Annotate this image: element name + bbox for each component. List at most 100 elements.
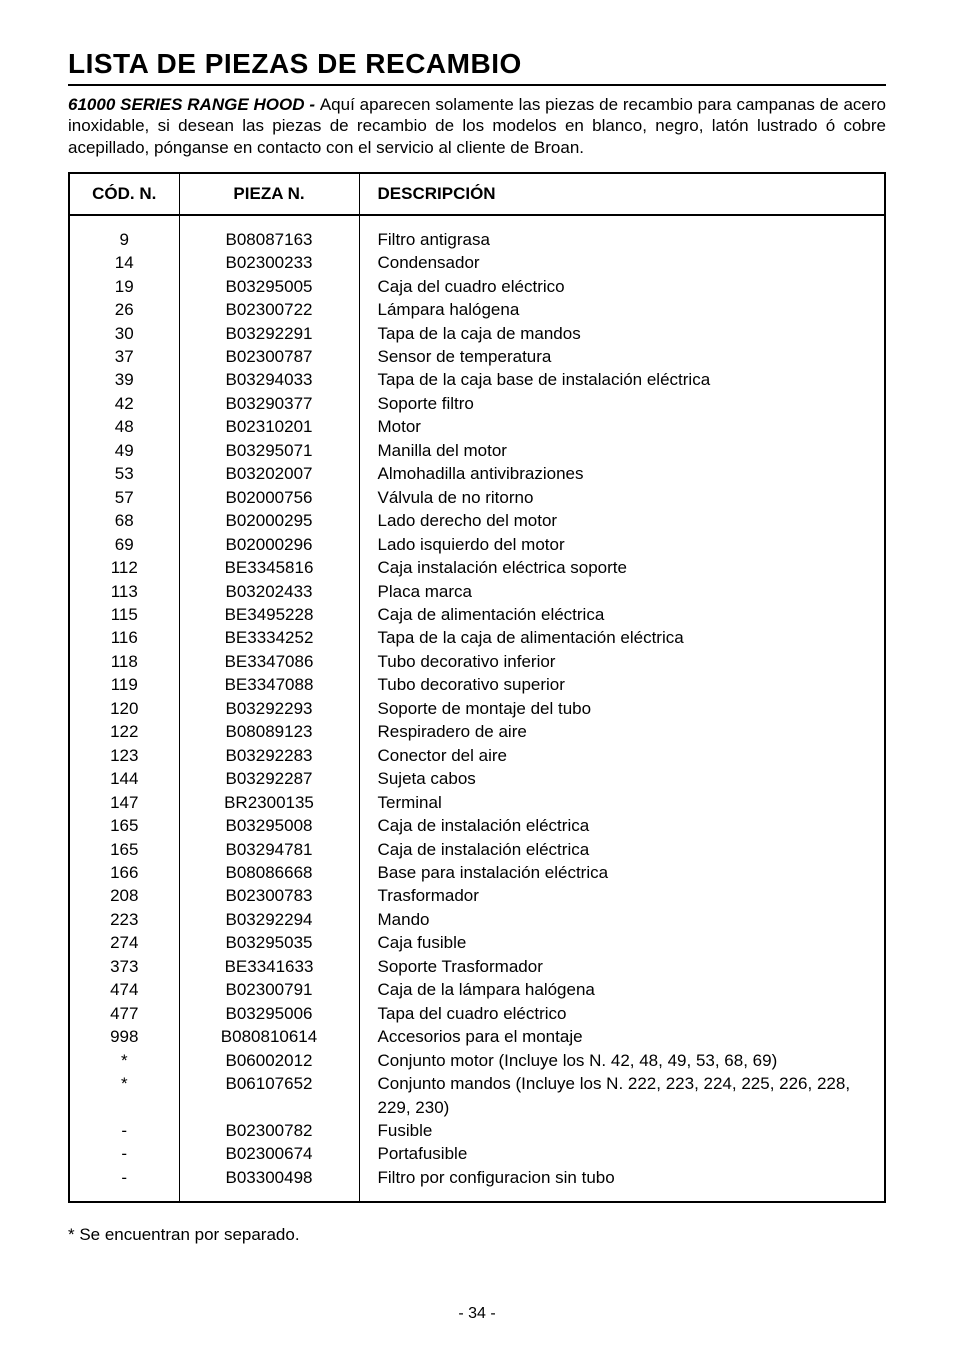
cell-pieza: B03290377 <box>179 392 359 415</box>
table-row: *B06107652Conjunto mandos (Incluye los N… <box>69 1072 885 1119</box>
cell-pieza: B03292293 <box>179 697 359 720</box>
cell-pieza: B02000295 <box>179 509 359 532</box>
cell-cod: 122 <box>69 720 179 743</box>
cell-desc: Caja instalación eléctrica soporte <box>359 556 885 579</box>
cell-desc: Condensador <box>359 251 885 274</box>
cell-pieza: B02300791 <box>179 978 359 1001</box>
cell-pieza: B03292287 <box>179 767 359 790</box>
cell-pieza: B08089123 <box>179 720 359 743</box>
table-row: 42B03290377Soporte filtro <box>69 392 885 415</box>
cell-desc: Tapa de la caja de mandos <box>359 322 885 345</box>
cell-cod: 14 <box>69 251 179 274</box>
cell-pieza: BE3495228 <box>179 603 359 626</box>
page-title: LISTA DE PIEZAS DE RECAMBIO <box>68 48 886 80</box>
table-row: 118BE3347086Tubo decorativo inferior <box>69 650 885 673</box>
cell-pieza: B03295008 <box>179 814 359 837</box>
table-row: 69B02000296Lado isquierdo del motor <box>69 533 885 556</box>
cell-pieza: BE3347088 <box>179 673 359 696</box>
cell-cod: 147 <box>69 791 179 814</box>
cell-cod: 208 <box>69 884 179 907</box>
cell-desc: Caja fusible <box>359 931 885 954</box>
cell-cod: 119 <box>69 673 179 696</box>
table-row: *B06002012Conjunto motor (Incluye los N.… <box>69 1049 885 1072</box>
cell-cod: 116 <box>69 626 179 649</box>
table-row: 37B02300787Sensor de temperatura <box>69 345 885 368</box>
cell-pieza: B06002012 <box>179 1049 359 1072</box>
cell-pieza: B02300674 <box>179 1142 359 1165</box>
table-row: 123B03292283Conector del aire <box>69 744 885 767</box>
cell-cod: - <box>69 1166 179 1202</box>
cell-pieza: B03202007 <box>179 462 359 485</box>
table-row: 144B03292287Sujeta cabos <box>69 767 885 790</box>
cell-desc: Tapa de la caja base de instalación eléc… <box>359 368 885 391</box>
header-pieza: PIEZA N. <box>179 173 359 215</box>
page-number: - 34 - <box>68 1305 886 1323</box>
cell-pieza: B02310201 <box>179 415 359 438</box>
table-row: 19B03295005Caja del cuadro eléctrico <box>69 275 885 298</box>
table-row: 208B02300783Trasformador <box>69 884 885 907</box>
cell-pieza: B03294781 <box>179 838 359 861</box>
cell-desc: Placa marca <box>359 580 885 603</box>
cell-cod: * <box>69 1072 179 1119</box>
cell-cod: 223 <box>69 908 179 931</box>
cell-pieza: BE3345816 <box>179 556 359 579</box>
table-row: 165B03294781Caja de instalación eléctric… <box>69 838 885 861</box>
cell-desc: Soporte Trasformador <box>359 955 885 978</box>
cell-cod: - <box>69 1119 179 1142</box>
cell-desc: Respiradero de aire <box>359 720 885 743</box>
cell-desc: Tubo decorativo inferior <box>359 650 885 673</box>
cell-desc: Filtro por configuracion sin tubo <box>359 1166 885 1202</box>
cell-cod: 477 <box>69 1002 179 1025</box>
cell-pieza: B03295071 <box>179 439 359 462</box>
table-row: 166B08086668Base para instalación eléctr… <box>69 861 885 884</box>
cell-cod: 144 <box>69 767 179 790</box>
table-row: 57B02000756Válvula de no ritorno <box>69 486 885 509</box>
cell-pieza: B03295006 <box>179 1002 359 1025</box>
cell-desc: Manilla del motor <box>359 439 885 462</box>
cell-desc: Conector del aire <box>359 744 885 767</box>
cell-pieza: B03300498 <box>179 1166 359 1202</box>
cell-desc: Caja de la lámpara halógena <box>359 978 885 1001</box>
intro-bold: 61000 SERIES RANGE HOOD - <box>68 95 320 114</box>
cell-pieza: B02000296 <box>179 533 359 556</box>
cell-cod: 48 <box>69 415 179 438</box>
parts-table: CÓD. N. PIEZA N. DESCRIPCIÓN 9B08087163F… <box>68 172 886 1204</box>
table-header-row: CÓD. N. PIEZA N. DESCRIPCIÓN <box>69 173 885 215</box>
header-desc: DESCRIPCIÓN <box>359 173 885 215</box>
cell-desc: Almohadilla antivibraziones <box>359 462 885 485</box>
table-row: 53B03202007Almohadilla antivibraziones <box>69 462 885 485</box>
cell-cod: 373 <box>69 955 179 978</box>
cell-desc: Conjunto motor (Incluye los N. 42, 48, 4… <box>359 1049 885 1072</box>
cell-pieza: BR2300135 <box>179 791 359 814</box>
cell-pieza: BE3334252 <box>179 626 359 649</box>
cell-pieza: B03295005 <box>179 275 359 298</box>
table-row: -B03300498Filtro por configuracion sin t… <box>69 1166 885 1202</box>
cell-cod: 165 <box>69 814 179 837</box>
cell-desc: Caja de instalación eléctrica <box>359 838 885 861</box>
table-row: 48B02310201Motor <box>69 415 885 438</box>
cell-cod: - <box>69 1142 179 1165</box>
cell-desc: Tapa del cuadro eléctrico <box>359 1002 885 1025</box>
table-row: -B02300674Portafusible <box>69 1142 885 1165</box>
cell-pieza: B02300783 <box>179 884 359 907</box>
cell-desc: Lado isquierdo del motor <box>359 533 885 556</box>
table-row: 115BE3495228Caja de alimentación eléctri… <box>69 603 885 626</box>
cell-desc: Soporte de montaje del tubo <box>359 697 885 720</box>
table-row: 68B02000295Lado derecho del motor <box>69 509 885 532</box>
cell-desc: Caja del cuadro eléctrico <box>359 275 885 298</box>
table-row: 112BE3345816Caja instalación eléctrica s… <box>69 556 885 579</box>
cell-desc: Fusible <box>359 1119 885 1142</box>
table-row: 998B080810614Accesorios para el montaje <box>69 1025 885 1048</box>
cell-cod: 112 <box>69 556 179 579</box>
cell-desc: Accesorios para el montaje <box>359 1025 885 1048</box>
footnote: * Se encuentran por separado. <box>68 1225 886 1245</box>
table-row: 474B02300791Caja de la lámpara halógena <box>69 978 885 1001</box>
table-row: -B02300782Fusible <box>69 1119 885 1142</box>
cell-pieza: B03202433 <box>179 580 359 603</box>
cell-cod: 274 <box>69 931 179 954</box>
table-row: 30B03292291Tapa de la caja de mandos <box>69 322 885 345</box>
cell-cod: 165 <box>69 838 179 861</box>
cell-desc: Sensor de temperatura <box>359 345 885 368</box>
cell-desc: Tapa de la caja de alimentación eléctric… <box>359 626 885 649</box>
cell-desc: Soporte filtro <box>359 392 885 415</box>
